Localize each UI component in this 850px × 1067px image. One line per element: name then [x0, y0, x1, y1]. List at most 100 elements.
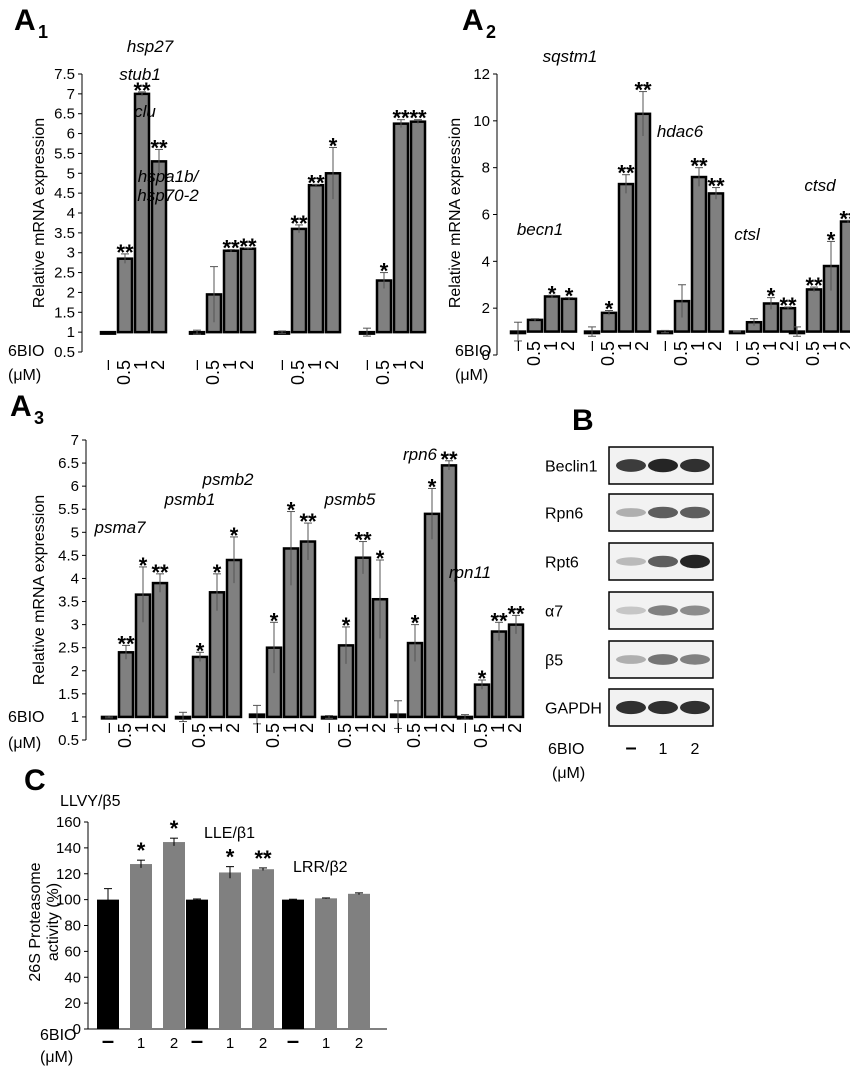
gene-label: psmb5 — [323, 490, 376, 509]
dose-tick-label: 0.5 — [743, 341, 763, 366]
significance-marker: ** — [254, 846, 272, 871]
dose-tick-label: – — [726, 341, 746, 351]
gene-label: psmb2 — [201, 470, 254, 489]
significance-marker: * — [226, 845, 235, 870]
dose-tick-label: 1 — [132, 723, 152, 733]
y-axis-label: Relative mRNA expression — [31, 495, 48, 685]
bar — [839, 220, 850, 333]
gene-label: psmb1 — [163, 490, 215, 509]
dose-tick-label: – — [191, 1028, 203, 1053]
blot-band — [648, 700, 678, 715]
y-tick-label: 20 — [64, 995, 81, 1012]
y-tick-label: 0.5 — [54, 344, 75, 361]
blot-row-label: GAPDH — [545, 701, 602, 718]
dose-tick-label: 1 — [688, 341, 708, 351]
bar — [225, 558, 243, 719]
dose-tick-label: 0.5 — [471, 723, 491, 748]
significance-marker: ** — [133, 78, 151, 103]
dose-tick-label: 0.5 — [203, 360, 223, 385]
y-tick-label: 0 — [482, 347, 490, 364]
y-tick-label: 0 — [73, 1021, 81, 1038]
significance-marker: ** — [507, 601, 525, 626]
y-tick-label: 7 — [67, 86, 75, 103]
blot-band — [616, 606, 646, 615]
bar — [507, 623, 525, 719]
dose-tick-label: 1 — [280, 723, 300, 733]
y-tick-label: 3.5 — [58, 594, 79, 611]
blot-band — [616, 700, 646, 715]
assay-label: LLE/β1 — [204, 825, 255, 842]
dose-tick-label: 2 — [322, 360, 342, 370]
dose-tick-label: 0.5 — [404, 723, 424, 748]
dose-tick-label: 1 — [488, 723, 508, 733]
gene-label: clu — [134, 102, 156, 121]
bar — [151, 581, 169, 719]
dose-tick-label: 1 — [760, 341, 780, 351]
bar — [526, 318, 544, 333]
dose-tick-label: – — [98, 723, 118, 733]
dose-tick-label: 0.5 — [671, 341, 691, 366]
bar — [440, 464, 458, 719]
significance-marker: ** — [307, 170, 325, 195]
panel-label-a3-sub: 3 — [34, 408, 44, 428]
dose-tick-label: – — [287, 1028, 299, 1053]
blot-row-label: Rpt6 — [545, 555, 579, 572]
y-tick-label: 2 — [482, 300, 490, 317]
dose-tick-label: 0.5 — [335, 723, 355, 748]
significance-marker: ** — [151, 560, 169, 585]
blot-band — [680, 554, 710, 569]
significance-marker: ** — [839, 206, 850, 231]
dose-tick-label: 0.5 — [524, 341, 544, 366]
dose-tick-label: 2 — [259, 1035, 267, 1052]
bar — [99, 330, 117, 335]
significance-marker: * — [230, 523, 239, 548]
chart-a1: 7.576.565.554.543.532.521.510.5Relative … — [8, 37, 427, 385]
assay-label: LLVY/β5 — [60, 793, 121, 810]
dose-tick-label: – — [387, 723, 407, 733]
dose-tick-label: – — [454, 723, 474, 733]
dose-tick-label: 1 — [131, 360, 151, 370]
blot-band — [648, 605, 678, 616]
significance-marker: * — [548, 281, 557, 306]
panel-label-a1-sub: 1 — [38, 22, 48, 42]
significance-marker: * — [478, 666, 487, 691]
bar — [348, 893, 370, 1029]
significance-marker: ** — [354, 528, 372, 553]
blot-dose-unit: (μM) — [552, 765, 585, 782]
significance-marker: * — [213, 560, 222, 585]
significance-marker: ** — [409, 106, 427, 131]
dose-tick-label: 0.5 — [189, 723, 209, 748]
panel-label-a1: A — [14, 4, 36, 37]
y-axis-label: activity (%) — [45, 883, 62, 961]
significance-marker: ** — [690, 154, 708, 179]
y-tick-label: 7 — [71, 432, 79, 449]
y-tick-label: 4 — [482, 253, 490, 270]
dose-tick-label: – — [271, 360, 291, 370]
significance-marker: * — [170, 816, 179, 841]
significance-marker: * — [342, 613, 351, 638]
y-tick-label: 160 — [56, 814, 81, 831]
chart-c: 160 140 120 100 80 60 40 20 0 26S Proteasome activ… — [27, 793, 387, 1066]
dose-tick-label: 1 — [305, 360, 325, 370]
significance-marker: * — [428, 474, 437, 499]
dose-tick-label: 1 — [220, 360, 240, 370]
blot-band — [616, 557, 646, 566]
significance-marker: * — [270, 608, 279, 633]
dose-tick-label: 2 — [777, 341, 797, 351]
bar — [222, 249, 240, 334]
gene-label: ctsl — [734, 225, 761, 244]
dose-tick-label: – — [507, 341, 527, 351]
significance-marker: ** — [299, 509, 317, 534]
western-blot: Beclin1 Rpn6 Rpt6 α7 β5 GAPDH 6BIO (μM) – 1 2 — [545, 446, 714, 782]
blot-row-label: α7 — [545, 604, 563, 621]
y-tick-label: 5.5 — [54, 145, 75, 162]
y-axis-label: 26S Proteasome — [27, 862, 44, 981]
bar — [282, 899, 304, 1029]
bar — [707, 192, 725, 333]
bar — [490, 630, 508, 719]
y-tick-label: 5.5 — [58, 501, 79, 518]
y-tick-label: 10 — [473, 113, 490, 130]
dose-tick-label: 2 — [237, 360, 257, 370]
y-axis-label: Relative mRNA expression — [31, 118, 48, 308]
bar — [423, 512, 441, 719]
